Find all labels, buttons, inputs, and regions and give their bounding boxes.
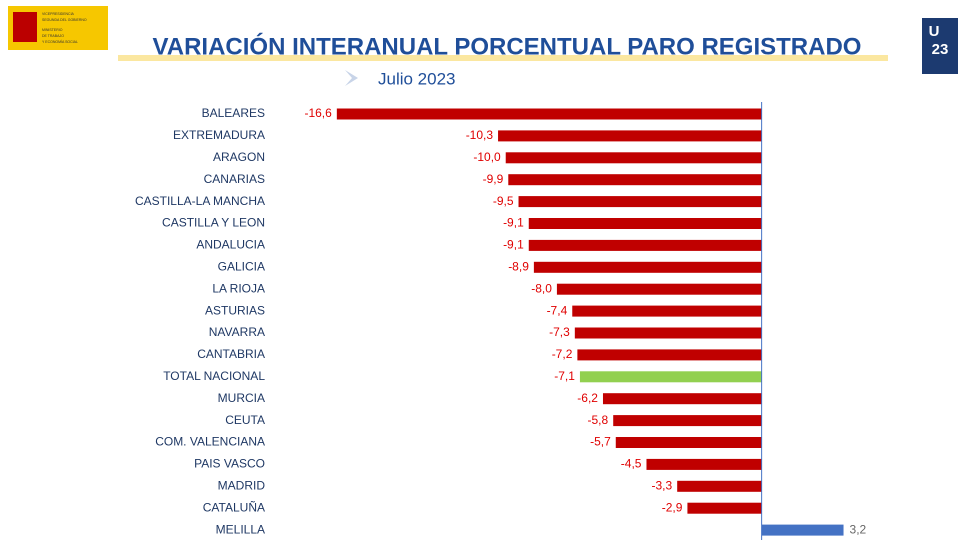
bar [579,371,762,383]
bar [577,349,762,361]
bar [574,327,762,339]
data-label: -5,8 [588,413,609,427]
category-label: CASTILLA Y LEON [162,216,265,230]
data-label: -9,9 [483,172,504,186]
bar [677,480,762,492]
data-label: -6,2 [577,391,598,405]
category-label: PAIS VASCO [194,457,265,471]
category-label: MADRID [218,478,266,492]
bar [533,261,762,273]
data-label: -10,3 [466,128,494,142]
bar [761,524,844,536]
data-label: -5,7 [590,435,611,449]
data-label: -4,5 [621,457,642,471]
chart-title: VARIACIÓN INTERANUAL PORCENTUAL PARO REG… [153,32,862,60]
logo-text: SEGUNDA DEL GOBIERNO [42,18,87,22]
category-label: CEUTA [225,413,265,427]
bar [646,458,762,470]
bar [687,502,762,514]
data-label: -3,3 [651,478,672,492]
bar [336,108,762,120]
data-label: -8,9 [508,259,529,273]
category-label: CASTILLA-LA MANCHA [135,194,265,208]
category-label: BALEARES [202,106,265,120]
data-label: -7,3 [549,325,570,339]
category-label: ASTURIAS [205,303,265,317]
data-label: -8,0 [531,281,552,295]
chart-subtitle: Julio 2023 [378,69,456,88]
logo-text: DE TRABAJO [42,34,64,38]
logo-right-text: U [929,23,940,40]
category-label: NAVARRA [209,325,265,339]
bar [572,305,762,317]
data-label: -2,9 [662,500,683,514]
bar [602,393,762,405]
data-label: -7,2 [552,347,573,361]
category-label: TOTAL NACIONAL [163,369,265,383]
data-label: 3,2 [850,522,867,536]
category-label: MELILLA [216,522,265,536]
category-label: COM. VALENCIANA [155,435,265,449]
logo-right [922,18,958,74]
category-label: EXTREMADURA [173,128,265,142]
data-label: -7,4 [547,303,568,317]
title-underline [118,55,888,61]
logo-text: VICEPRESIDENCIA [42,12,75,16]
bar [615,437,762,448]
data-label: -9,1 [503,238,524,252]
logo-text: Y ECONOMÍA SOCIAL [42,40,78,44]
bar [528,239,762,251]
bar [528,218,762,229]
category-label: CATALUÑA [203,500,265,514]
data-label: -7,1 [554,369,575,383]
data-label: -9,5 [493,194,514,208]
category-label: GALICIA [218,259,265,273]
category-label: ARAGON [213,150,265,164]
bar [613,415,762,427]
logo-text: MINISTERIO [42,28,63,32]
chevron [345,70,358,86]
logo-left-text: VICEPRESIDENCIA SEGUNDA DEL GOBIERNO MINIS… [42,12,87,44]
logo-shield [13,12,37,42]
category-label: LA RIOJA [212,281,265,295]
data-label: -9,1 [503,216,524,230]
bar [498,130,762,142]
bar [508,174,762,186]
logo-right-text: 23 [932,41,949,58]
bar [518,196,762,208]
data-label: -10,0 [473,150,501,164]
bar [556,283,762,295]
category-label: MURCIA [218,391,265,405]
category-label: ANDALUCIA [196,238,265,252]
category-label: CANARIAS [204,172,265,186]
category-label: CANTABRIA [197,347,265,361]
bar [505,152,762,164]
data-label: -16,6 [304,106,332,120]
